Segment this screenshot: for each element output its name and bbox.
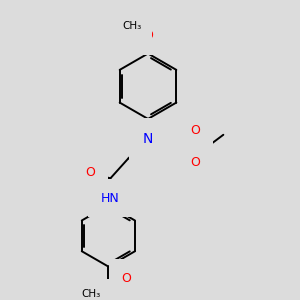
Text: O: O [191, 124, 200, 137]
Text: HN: HN [101, 192, 120, 205]
Text: O: O [143, 29, 153, 42]
Text: O: O [121, 272, 131, 285]
Text: CH₃: CH₃ [122, 21, 142, 31]
Text: O: O [85, 166, 95, 179]
Text: O: O [191, 156, 200, 169]
Text: S: S [181, 140, 190, 154]
Text: N: N [143, 132, 153, 146]
Text: CH₃: CH₃ [81, 289, 100, 299]
